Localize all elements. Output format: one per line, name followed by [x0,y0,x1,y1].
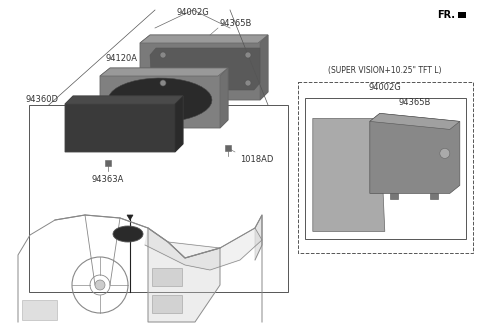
Ellipse shape [113,226,143,242]
Polygon shape [225,145,231,151]
Bar [305,98,466,239]
Circle shape [95,280,105,290]
Polygon shape [108,78,212,122]
Polygon shape [175,96,183,152]
Text: 94365B: 94365B [398,98,431,107]
Polygon shape [140,35,268,43]
Polygon shape [65,96,183,104]
Polygon shape [220,68,228,128]
Text: 94360D: 94360D [25,95,58,105]
Text: 94120A: 94120A [105,54,137,63]
Bar [458,12,466,18]
Text: 94002G: 94002G [369,84,402,92]
Bar [298,82,473,253]
Bar [29,105,288,292]
Polygon shape [150,48,260,90]
Polygon shape [313,118,385,232]
Text: 94365B: 94365B [220,19,252,28]
Polygon shape [260,35,268,100]
Circle shape [160,52,166,58]
Polygon shape [148,228,220,322]
Polygon shape [140,35,268,100]
Polygon shape [127,215,133,220]
Polygon shape [105,160,111,166]
Circle shape [160,80,166,86]
Polygon shape [100,68,228,128]
Polygon shape [100,68,228,76]
Circle shape [245,52,251,58]
Polygon shape [370,113,460,194]
Bar [152,295,182,313]
Text: 94002G: 94002G [177,8,209,17]
Bar [22,300,57,320]
Circle shape [440,148,450,158]
Polygon shape [145,228,262,270]
Polygon shape [255,215,262,260]
Circle shape [245,80,251,86]
Bar [152,268,182,286]
Bar [430,194,438,199]
Text: 1018AD: 1018AD [240,155,274,164]
Polygon shape [65,96,183,152]
Text: (SUPER VISION+10.25" TFT L): (SUPER VISION+10.25" TFT L) [328,66,442,74]
Bar [390,194,398,199]
Polygon shape [370,113,460,130]
Text: 94363A: 94363A [92,175,124,184]
Text: FR.: FR. [437,10,455,20]
